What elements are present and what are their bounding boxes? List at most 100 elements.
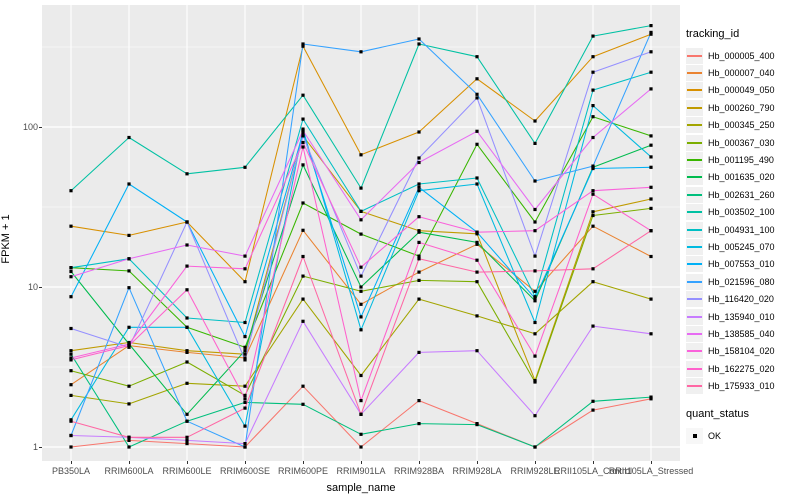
legend-entry: Hb_000007_040	[686, 64, 798, 82]
legend-entry-label: Hb_002631_260	[708, 189, 775, 200]
x-tick-mark	[361, 461, 362, 464]
legend-entry-label: Hb_007553_010	[708, 259, 775, 270]
legend-key-line-icon	[686, 291, 703, 308]
x-axis-title: sample_name	[326, 482, 396, 494]
legend-title: tracking_id	[686, 28, 740, 40]
x-tick-mark	[419, 461, 420, 464]
x-tick-mark	[535, 461, 536, 464]
legend-entry: Hb_001195_490	[686, 151, 798, 169]
y-tick-mark	[39, 447, 42, 448]
legend-quant-status: quant_status OK	[686, 408, 798, 444]
legend-key-line-icon	[686, 221, 703, 238]
legend-entry-label: Hb_001195_490	[708, 155, 774, 166]
legend-entry-label: Hb_000260_790	[708, 102, 775, 113]
legend-key-line-icon	[686, 99, 703, 116]
legend-key-line-icon	[686, 169, 703, 186]
legend-entry-label: Hb_175933_010	[708, 381, 775, 392]
legend-entry-label: Hb_000007_040	[708, 68, 775, 79]
legend-entry: Hb_000049_050	[686, 82, 798, 99]
legend-entry-label: Hb_000345_250	[708, 120, 775, 131]
x-tick-label: RRIM928LA	[452, 466, 502, 476]
legend-key-line-icon	[686, 186, 703, 203]
x-tick-label: PB350LA	[51, 466, 91, 476]
legend-entry-label: Hb_001635_020	[708, 172, 775, 183]
x-tick-mark	[187, 461, 188, 464]
legend-entry: Hb_004931_100	[686, 221, 798, 238]
ok-marker-key	[686, 427, 703, 444]
legend-entry: Hb_000345_250	[686, 117, 798, 134]
legend-key-line-icon	[686, 238, 703, 255]
legend-entry: Hb_158104_020	[686, 343, 798, 360]
legend-entry-label: Hb_162275_020	[708, 363, 775, 374]
legend-entry: Hb_007553_010	[686, 256, 798, 273]
legend-key-line-icon	[686, 378, 703, 395]
legend-key-line-icon	[686, 256, 703, 273]
legend-entry: Hb_135940_010	[686, 308, 798, 325]
legend-entry-label: Hb_000049_050	[708, 85, 775, 96]
legend-entry-label: Hb_003502_100	[708, 207, 775, 218]
legend-entry-label: Hb_021596_080	[708, 276, 775, 287]
legend-key-line-icon	[686, 82, 703, 99]
legend-entry: Hb_021596_080	[686, 273, 798, 290]
legend-entry: Hb_003502_100	[686, 204, 798, 221]
legend-entry-label: Hb_138585_040	[708, 328, 775, 339]
legend-entry-label: Hb_116420_020	[708, 294, 774, 305]
legend-entry-label: Hb_158104_020	[708, 346, 775, 357]
y-tick-label: 10	[27, 282, 38, 292]
x-tick-label: RRII105LA_Stressed	[608, 466, 694, 476]
legend-key-line-icon	[686, 134, 703, 151]
y-axis-title: FPKM + 1	[0, 214, 12, 264]
x-tick-mark	[477, 461, 478, 464]
x-tick-mark	[71, 461, 72, 464]
legend-entry: Hb_116420_020	[686, 290, 798, 308]
plot-panel	[42, 5, 680, 461]
legend-key-line-icon	[686, 65, 703, 82]
black-square-icon	[692, 433, 697, 438]
x-tick-label: RRIM901LA	[336, 466, 386, 476]
legend-key-line-icon	[686, 325, 703, 342]
x-tick-label: RRIM600PE	[277, 466, 329, 476]
legend-key-line-icon	[686, 308, 703, 325]
plot-svg	[42, 5, 680, 461]
x-tick-label: RRII105LA_Control	[553, 466, 633, 476]
x-tick-mark	[593, 461, 594, 464]
legend-key-line-icon	[686, 360, 703, 377]
x-tick-label: RRIM928BA	[393, 466, 445, 476]
legend-key-line-icon	[686, 152, 703, 169]
legend-key-line-icon	[686, 343, 703, 360]
legend-entry: Hb_000005_400	[686, 47, 798, 64]
y-tick-mark	[39, 127, 42, 128]
legend-key-line-icon	[686, 47, 703, 64]
x-tick-label: RRIM928LE	[510, 466, 560, 476]
x-tick-mark	[303, 461, 304, 464]
legend-key-line-icon	[686, 117, 703, 134]
x-tick-mark	[245, 461, 246, 464]
y-tick-mark	[39, 287, 42, 288]
legend-entry: Hb_175933_010	[686, 377, 798, 395]
y-tick-label: 100	[22, 122, 38, 132]
x-tick-label: RRIM600LE	[162, 466, 212, 476]
legend-entry-ok: OK	[686, 427, 798, 444]
legend-entry-label: OK	[708, 430, 722, 441]
x-tick-mark	[651, 461, 652, 464]
legend-entry-label: Hb_005245_070	[708, 241, 775, 252]
x-tick-mark	[129, 461, 130, 464]
legend-key-line-icon	[686, 273, 703, 290]
legend-entry: Hb_000367_030	[686, 134, 798, 151]
legend-entry: Hb_005245_070	[686, 238, 798, 255]
legend-entry-label: Hb_000367_030	[708, 137, 775, 148]
legend-entry: Hb_001635_020	[686, 169, 798, 186]
legend-entry: Hb_162275_020	[686, 360, 798, 377]
legend-key-line-icon	[686, 204, 703, 221]
x-tick-label: RRIM600SE	[219, 466, 271, 476]
legend-entries: Hb_000005_400 Hb_000007_040 Hb_000049_050 H…	[686, 47, 798, 395]
legend-entry: Hb_002631_260	[686, 186, 798, 203]
x-tick-label: RRIM600LA	[104, 466, 154, 476]
legend-entry: Hb_000260_790	[686, 99, 798, 116]
legend-entry-label: Hb_000005_400	[708, 50, 775, 61]
y-tick-label: 1	[32, 442, 38, 452]
legend-entry-label: Hb_135940_010	[708, 311, 775, 322]
legend2-title: quant_status	[686, 408, 749, 420]
legend-entry-label: Hb_004931_100	[708, 224, 775, 235]
